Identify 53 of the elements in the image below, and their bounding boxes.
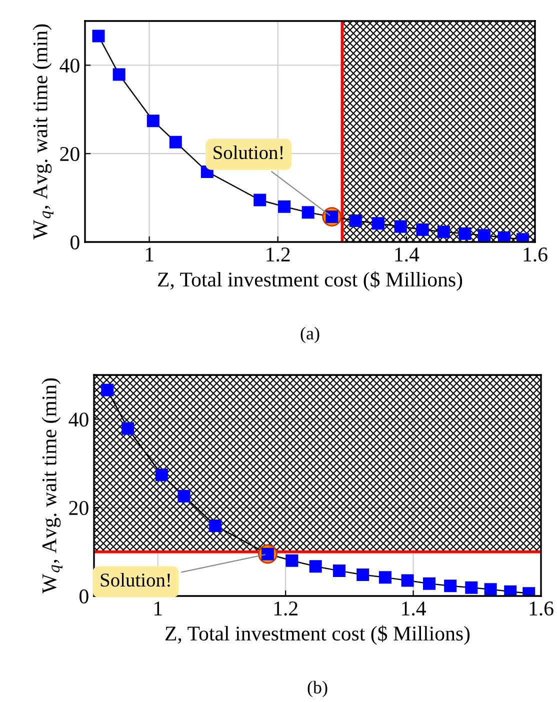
x-tick-label: 1 [146,248,154,262]
x-tick-label: 1.6 [524,248,548,262]
point [458,227,472,240]
x-tick-label: 1.4 [402,602,426,616]
annotation: Solution! [214,145,283,160]
y-axis-title: W$_{q}$, Avg. wait time (min) [32,24,54,240]
point [122,422,134,435]
y-tick-label: 40 [60,58,80,73]
point [286,554,298,567]
x-tick-label: 1.2 [274,602,298,616]
text: (a) [300,326,320,344]
point [278,200,291,213]
y-tick-label: 0 [70,235,80,250]
point [92,30,105,42]
point [101,384,114,396]
point [394,220,407,233]
x-axis-title: Z, Total investment cost ($ Millions) [158,271,462,291]
point [332,564,346,578]
point [465,581,478,594]
point [498,231,510,242]
point [356,568,370,582]
x-tick-label: 1.6 [530,602,554,616]
text: (b) [308,680,328,698]
point [378,571,392,584]
y-tick-label: 20 [60,146,80,162]
annotation: Solution! [100,572,170,587]
x-tick-label: 1.4 [395,248,420,262]
point [478,229,490,242]
point [484,583,497,596]
y-axis-title: W$_{q}$, Avg. wait time (min) [42,378,62,594]
point [423,577,436,590]
point [372,217,384,230]
x-tick-label: 1 [154,602,162,616]
point [254,194,266,206]
x-tick-label: 1.2 [266,248,290,262]
point [209,519,222,532]
point [178,490,190,502]
point [309,560,322,573]
point [401,574,414,587]
point [349,214,362,228]
y-tick-label: 0 [80,589,88,604]
point [416,223,429,236]
y-tick-label: 20 [69,500,88,516]
point [112,68,126,81]
point [504,585,517,596]
point [146,114,160,128]
y-tick-label: 40 [68,412,88,427]
x-axis-title: Z, Total investment cost ($ Millions) [165,625,470,645]
point [444,580,457,592]
point [169,136,182,148]
point [302,206,314,219]
point [437,226,450,238]
point [155,468,168,482]
